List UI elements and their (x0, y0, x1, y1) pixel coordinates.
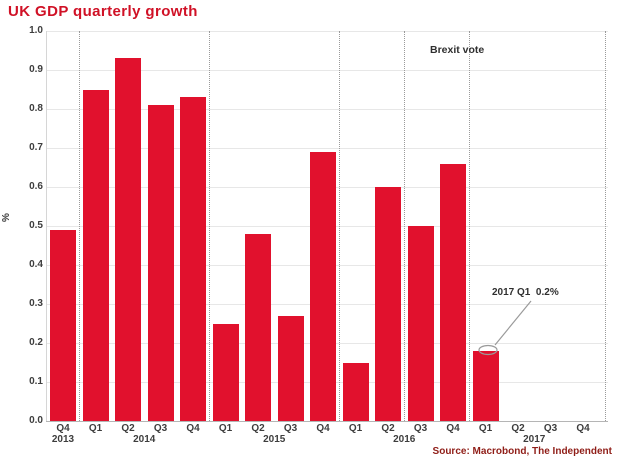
y-axis-tick-label: 0.5 (29, 220, 43, 231)
y-axis-tick-label: 0.9 (29, 64, 43, 75)
x-axis-tick-label: Q1 (218, 423, 233, 434)
x-axis-tick-label: Q3 (413, 423, 428, 434)
bar-q1-2014 (82, 89, 109, 421)
x-axis-tick-label: Q1 (478, 423, 493, 434)
year-divider-line (339, 31, 341, 421)
x-axis-tick-label: Q4 (56, 423, 70, 434)
bar-q2-2015 (245, 233, 271, 421)
x-axis-tick-label: Q3 (543, 423, 558, 434)
bar-q1-2017 (472, 350, 499, 421)
x-axis-year-label: 2016 (393, 434, 416, 445)
brexit-vote-annotation: Brexit vote (430, 44, 485, 56)
brexit-vote-line (404, 31, 406, 421)
y-axis-tick-label: 0.2 (29, 337, 43, 348)
x-axis-tick-label: Q4 (316, 423, 330, 434)
y-axis-tick-label: 0.6 (29, 181, 43, 192)
x-axis-tick-label: Q2 (381, 423, 395, 434)
q1-2017-value-annotation: 2017 Q1 0.2% (492, 287, 559, 298)
bar-q3-2014 (147, 105, 174, 421)
x-axis-year-label: 2017 (523, 434, 546, 445)
gridline-h (46, 70, 608, 71)
y-axis-tick-label: 0.0 (29, 415, 43, 426)
year-divider-line (79, 31, 81, 421)
gridline-h (46, 31, 608, 32)
bar-q4-2013 (50, 229, 76, 421)
x-axis-tick-label: Q4 (576, 423, 590, 434)
y-axis-tick-label: 1.0 (29, 25, 43, 36)
x-axis-tick-label: Q4 (446, 423, 460, 434)
y-axis-tick-label: 0.8 (29, 103, 43, 114)
x-axis-tick-label: Q3 (283, 423, 298, 434)
y-axis-tick-label: 0.4 (29, 259, 43, 270)
x-axis-tick-label: Q1 (348, 423, 363, 434)
bar-q3-2015 (277, 315, 304, 421)
plot-right-border (605, 31, 606, 421)
year-divider-line (209, 31, 211, 421)
x-axis-line (46, 421, 608, 422)
gridline-h (46, 148, 608, 149)
y-axis-tick-label: 0.7 (29, 142, 43, 153)
bar-q2-2014 (115, 58, 141, 421)
y-axis-title: % (0, 213, 12, 222)
y-axis-line (46, 31, 47, 421)
source-credit: Source: Macrobond, The Independent (432, 446, 612, 457)
bar-q4-2016 (440, 163, 466, 421)
bar-q1-2015 (212, 323, 239, 421)
gridline-h (46, 109, 608, 110)
x-axis-year-label: 2014 (133, 434, 156, 445)
bar-q4-2015 (310, 151, 336, 421)
bar-q4-2014 (180, 97, 206, 421)
x-axis-year-label: 2013 (51, 434, 75, 445)
chart-title: UK GDP quarterly growth (8, 3, 198, 20)
y-axis-tick-label: 0.1 (29, 376, 43, 387)
x-axis-tick-label: Q4 (186, 423, 200, 434)
bar-q3-2016 (407, 226, 434, 421)
x-axis-year-label: 2015 (263, 434, 286, 445)
x-axis-tick-label: Q2 (511, 423, 525, 434)
y-axis-tick-label: 0.3 (29, 298, 43, 309)
x-axis-tick-label: Q1 (88, 423, 103, 434)
x-axis-tick-label: Q3 (153, 423, 168, 434)
x-axis-tick-label: Q2 (251, 423, 265, 434)
bar-q2-2016 (375, 187, 401, 421)
bar-q1-2016 (342, 362, 369, 421)
year-divider-line (469, 31, 471, 421)
x-axis-tick-label: Q2 (121, 423, 135, 434)
